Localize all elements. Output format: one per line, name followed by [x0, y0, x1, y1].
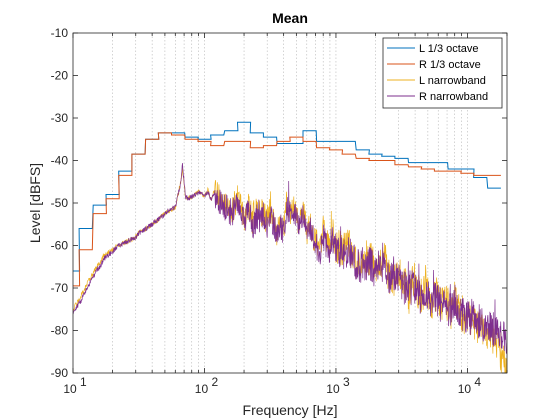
- series-line-r-narrowband: [73, 163, 507, 354]
- y-tick-label: -20: [51, 69, 69, 83]
- x-tick-label-exponent: 2: [211, 375, 218, 389]
- x-tick-label: 10: [326, 382, 340, 396]
- x-tick-label: 10: [458, 382, 472, 396]
- legend: L 1/3 octave R 1/3 octave L narrowband R na…: [382, 37, 503, 109]
- y-tick-label: -50: [51, 196, 69, 210]
- legend-label-r-narrowband: R narrowband: [419, 91, 488, 103]
- y-tick-label: -80: [51, 324, 69, 338]
- series-layer: [73, 121, 507, 373]
- x-tick-label-exponent: 3: [343, 375, 350, 389]
- y-tick-label: -90: [51, 366, 69, 380]
- series-line-r-1-3-octave: [73, 132, 501, 287]
- y-tick-label: -30: [51, 111, 69, 125]
- y-tick-label: -70: [51, 281, 69, 295]
- y-tick-label: -10: [51, 26, 69, 40]
- y-tick-label: -60: [51, 239, 69, 253]
- x-tick-label-exponent: 1: [80, 375, 87, 389]
- legend-label-r-1-3-octave: R 1/3 octave: [419, 59, 481, 71]
- x-axis-title: Frequency [Hz]: [243, 402, 338, 418]
- legend-label-l-1-3-octave: L 1/3 octave: [419, 43, 479, 55]
- y-tick-label: -40: [51, 154, 69, 168]
- x-tick-label: 10: [63, 382, 77, 396]
- y-axis-title: Level [dBFS]: [27, 163, 43, 243]
- legend-label-l-narrowband: L narrowband: [419, 75, 486, 87]
- x-tick-label: 10: [195, 382, 209, 396]
- x-tick-label-exponent: 4: [474, 375, 481, 389]
- chart-title: Mean: [272, 10, 308, 26]
